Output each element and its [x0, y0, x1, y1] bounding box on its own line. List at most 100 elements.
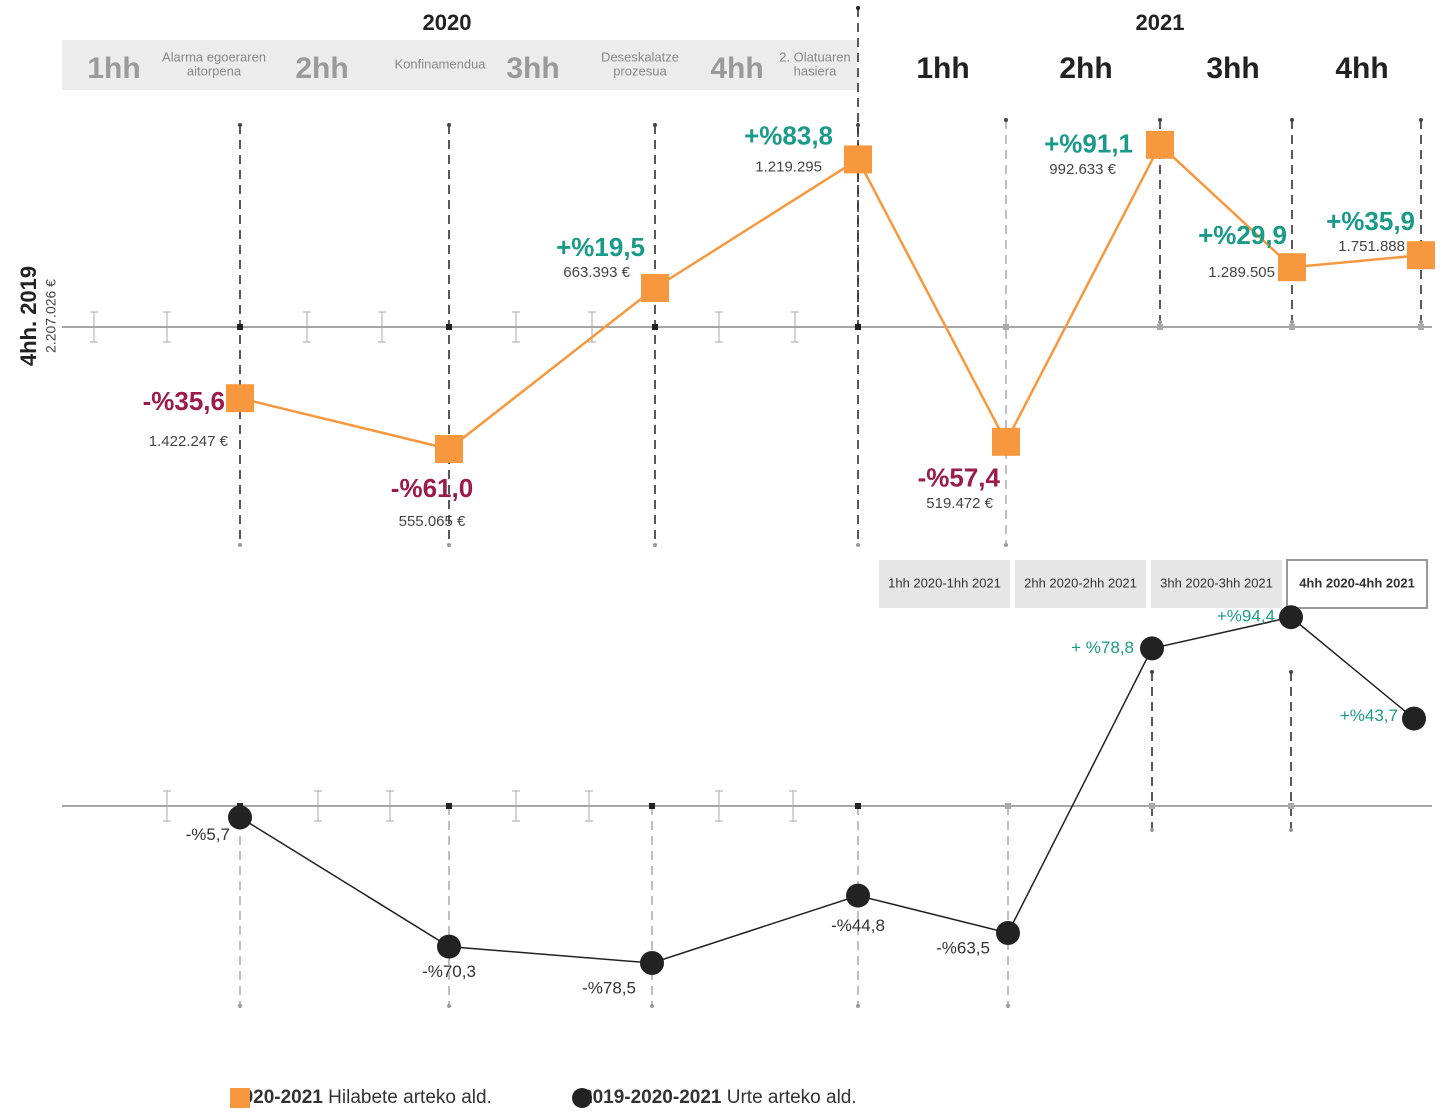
- quarter-label: 3hh: [1206, 52, 1259, 85]
- axis-node: [1149, 803, 1155, 809]
- series-line: [239, 616, 1415, 964]
- guide-dot: [447, 123, 451, 127]
- guide-dot: [447, 1004, 451, 1008]
- guide-dot: [1419, 320, 1423, 324]
- value-label: -%44,8: [831, 916, 885, 935]
- quarter-label: 4hh: [1335, 52, 1388, 85]
- axis-node: [1157, 324, 1163, 330]
- guide-dot: [1004, 543, 1008, 547]
- period-button[interactable]: [1151, 560, 1282, 608]
- event-label: 2. Olatuaren: [779, 49, 851, 64]
- value-label: +%19,5: [556, 232, 645, 262]
- quarter-label: 1hh: [87, 52, 140, 85]
- value-label: -%57,4: [918, 463, 1001, 493]
- period-button-label[interactable]: 2hh 2020-2hh 2021: [1024, 575, 1137, 590]
- event-label: prozesua: [613, 63, 667, 78]
- guide-dot: [1150, 828, 1154, 832]
- value-label: +%29,9: [1198, 220, 1287, 250]
- quarter-label: 2hh: [295, 52, 348, 85]
- period-button-label[interactable]: 4hh 2020-4hh 2021: [1299, 575, 1415, 590]
- legend-period: 2019-2020-2021: [582, 1087, 722, 1108]
- axis-node: [1288, 803, 1294, 809]
- value-label: -%63,5: [936, 938, 990, 957]
- axis-node: [855, 324, 861, 330]
- period-button[interactable]: [879, 560, 1010, 608]
- event-label: hasiera: [794, 63, 837, 78]
- amount-label: 1.219.295: [755, 158, 822, 175]
- axis-node: [855, 803, 861, 809]
- period-button[interactable]: [1015, 560, 1146, 608]
- axis-node: [1418, 324, 1424, 330]
- value-label: +%83,8: [744, 120, 833, 150]
- legend-period: 2020-2021: [232, 1087, 323, 1108]
- marker: [437, 934, 461, 959]
- marker: [1278, 253, 1306, 282]
- value-label: -%70,3: [422, 962, 476, 981]
- guide-dot: [653, 123, 657, 127]
- axis-node: [1289, 324, 1295, 330]
- quarter-label: 4hh: [710, 52, 763, 85]
- guide-dot: [1290, 320, 1294, 324]
- marker: [226, 384, 254, 413]
- axis-node: [446, 324, 452, 330]
- value-label: +%94,4: [1217, 607, 1275, 626]
- marker: [844, 145, 872, 174]
- amount-label: 1.422.247 €: [149, 433, 229, 450]
- year-label: 2021: [1136, 10, 1185, 35]
- guide-dot: [1419, 118, 1423, 122]
- amount-label: 1.751.888: [1338, 238, 1405, 255]
- marker: [846, 883, 870, 908]
- value-label: +%43,7: [1340, 706, 1398, 725]
- guide-dot: [1158, 320, 1162, 324]
- guide-dot: [447, 543, 451, 547]
- guide-dot: [856, 1004, 860, 1008]
- value-label: -%5,7: [186, 825, 230, 844]
- legend-entry: 2020-2021 Hilabete arteko ald.: [232, 1087, 492, 1108]
- guide-dot: [1289, 670, 1293, 674]
- guide-dot: [1004, 118, 1008, 122]
- guide-dot: [1289, 828, 1293, 832]
- event-label: aitorpena: [187, 63, 242, 78]
- marker: [1140, 636, 1164, 661]
- axis-node: [652, 324, 658, 330]
- amount-label: 555.065 €: [399, 513, 466, 530]
- legend-text: Urte arteko ald.: [727, 1087, 857, 1108]
- marker: [228, 805, 252, 830]
- value-label: -%78,5: [582, 978, 636, 997]
- legend-text: Hilabete arteko ald.: [328, 1087, 492, 1108]
- period-button[interactable]: [1286, 559, 1428, 609]
- header-band: [62, 40, 858, 90]
- guide-dot: [1150, 670, 1154, 674]
- guide-dot: [653, 543, 657, 547]
- guide-dot: [238, 123, 242, 127]
- axis-node: [649, 803, 655, 809]
- baseline-amount: 2.207.026 €: [43, 279, 59, 353]
- axis-node: [1003, 324, 1009, 330]
- amount-label: 1.289.505: [1208, 264, 1275, 281]
- marker: [435, 435, 463, 463]
- event-label: Alarma egoeraren: [162, 49, 266, 64]
- period-button-label[interactable]: 1hh 2020-1hh 2021: [888, 575, 1001, 590]
- quarter-label: 1hh: [916, 52, 969, 85]
- event-label: Deseskalatze: [601, 49, 679, 64]
- quarter-label: 3hh: [506, 52, 559, 85]
- period-button-label[interactable]: 3hh 2020-3hh 2021: [1160, 575, 1273, 590]
- guide-dot: [238, 543, 242, 547]
- guide-dot: [1158, 118, 1162, 122]
- guide-dot: [650, 1004, 654, 1008]
- guide-dot: [856, 123, 860, 127]
- legend-swatch: [230, 1088, 250, 1108]
- value-label: -%35,6: [143, 386, 225, 416]
- guide-dot: [238, 1004, 242, 1008]
- amount-label: 663.393 €: [563, 264, 630, 281]
- divider-dot: [856, 6, 860, 10]
- axis-node: [237, 324, 243, 330]
- value-label: + %78,8: [1071, 638, 1134, 657]
- marker: [641, 274, 669, 302]
- amount-label: 992.633 €: [1049, 161, 1116, 178]
- series-line: [239, 142, 1422, 451]
- marker: [1279, 605, 1303, 630]
- guide-dot: [1006, 1004, 1010, 1008]
- value-label: +%91,1: [1044, 129, 1133, 159]
